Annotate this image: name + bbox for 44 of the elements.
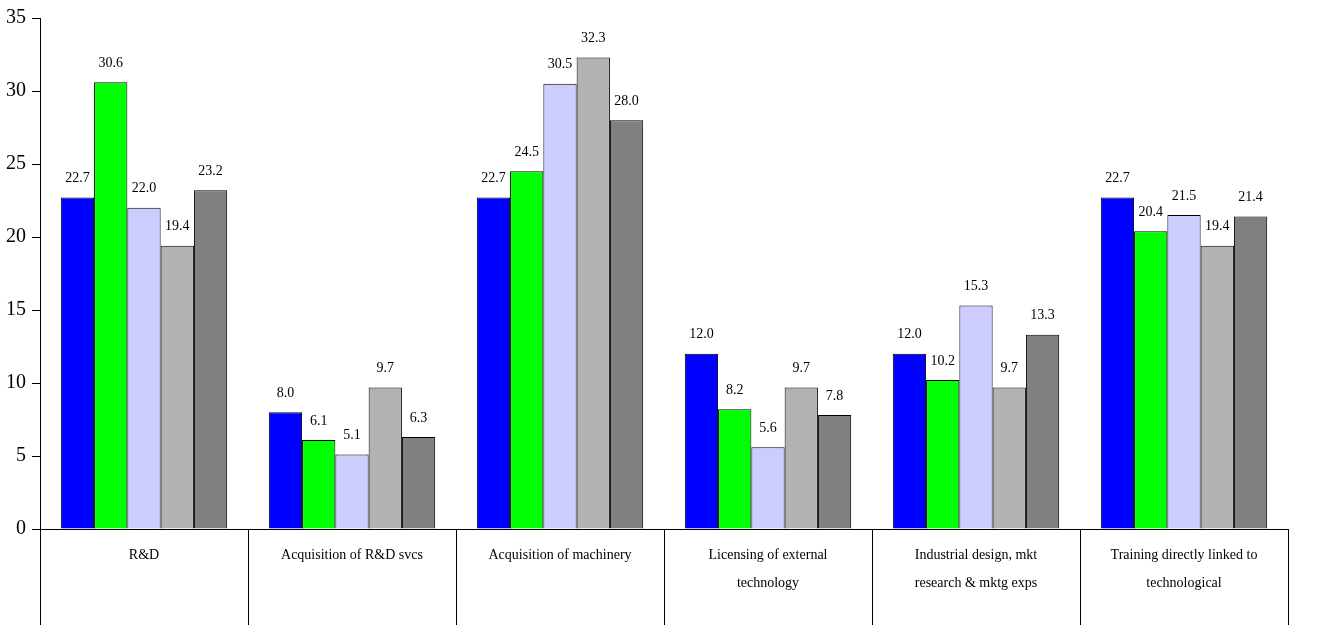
data-label: 19.4 <box>165 218 190 234</box>
x-tick-label: Training directly linked to technological <box>1110 546 1258 590</box>
data-label: 6.3 <box>409 409 428 425</box>
data-label: 10.2 <box>930 352 955 368</box>
data-label: 24.5 <box>514 143 539 159</box>
data-label: 12.0 <box>689 326 714 342</box>
data-label: 8.2 <box>725 381 744 397</box>
data-label: 20.4 <box>1138 203 1163 219</box>
data-label: 6.1 <box>309 412 328 428</box>
data-label: 28.0 <box>614 92 639 108</box>
data-label: 22.7 <box>1105 170 1130 186</box>
data-label: 22.7 <box>481 170 506 186</box>
data-label: 7.8 <box>825 387 844 403</box>
x-tick-label: Acquisition of machinery <box>488 546 632 562</box>
data-label: 12.0 <box>897 326 922 342</box>
y-tick-label: 30 <box>6 78 26 101</box>
y-tick-label: 5 <box>16 443 26 466</box>
y-tick-label: 25 <box>6 151 26 174</box>
data-label: 8.0 <box>276 384 295 400</box>
data-label: 30.6 <box>98 54 123 70</box>
data-label: 13.3 <box>1030 307 1055 323</box>
data-label: 32.3 <box>581 30 606 46</box>
y-tick-label: 20 <box>6 224 26 247</box>
data-label: 9.7 <box>1000 360 1019 376</box>
y-tick-label: 15 <box>6 297 26 320</box>
data-label: 15.3 <box>963 278 989 294</box>
x-tick-label: Licensing of external technology <box>708 546 828 590</box>
x-tick-label: Acquisition of R&D svcs <box>281 546 423 562</box>
y-tick-label: 0 <box>16 516 26 539</box>
x-tick-label: R&D <box>128 546 160 562</box>
data-label: 21.5 <box>1171 187 1197 203</box>
data-label: 22.7 <box>65 170 90 186</box>
data-label: 5.1 <box>343 427 361 443</box>
data-label: 9.7 <box>376 360 395 376</box>
y-tick-label: 10 <box>6 370 26 393</box>
data-label: 22.0 <box>131 180 157 196</box>
data-label: 23.2 <box>198 162 223 178</box>
x-tick-label: Industrial design, mkt research & mktg exps <box>914 546 1038 590</box>
y-tick-label: 35 <box>6 5 26 28</box>
data-label: 19.4 <box>1205 218 1230 234</box>
data-label: 30.5 <box>547 56 573 72</box>
data-label: 9.7 <box>792 360 811 376</box>
data-label: 21.4 <box>1238 189 1263 205</box>
data-label: 5.6 <box>759 419 777 435</box>
